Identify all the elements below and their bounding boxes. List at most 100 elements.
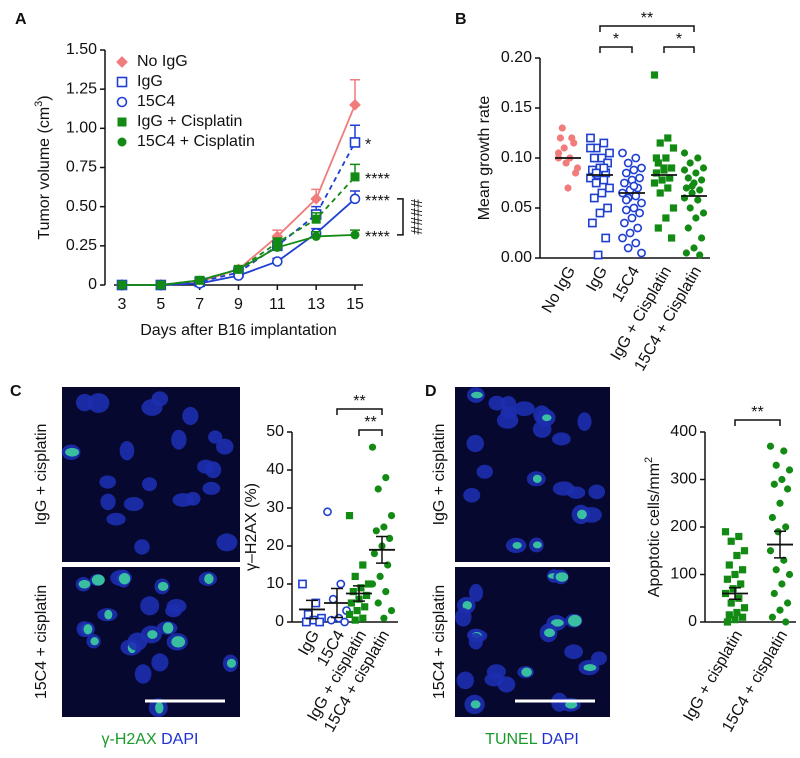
marker: [599, 163, 609, 173]
marker: [621, 205, 631, 215]
marker: [696, 186, 704, 194]
marker: [349, 137, 361, 148]
y-axis-label-part: Tumor volume (cm: [36, 107, 53, 240]
marker: [629, 165, 639, 175]
marker: [364, 580, 373, 588]
legend-label: 15C4 + Cisplatin: [137, 133, 255, 150]
marker: [688, 182, 696, 190]
caption-dapi: DAPI: [161, 731, 198, 748]
marker: [784, 599, 792, 607]
stain: [157, 581, 169, 591]
error-bar: [331, 587, 343, 619]
marker: [349, 98, 361, 111]
error-bar: [774, 530, 786, 559]
marker: [328, 594, 338, 604]
marker: [349, 193, 361, 205]
marker: [370, 550, 378, 558]
marker: [376, 572, 384, 581]
error-bar: [376, 535, 388, 564]
y-tick-label: 40: [266, 461, 284, 478]
nucleus: [208, 430, 223, 444]
legend-marker: [116, 56, 128, 68]
significance: ****: [365, 229, 390, 246]
marker: [587, 218, 597, 228]
legend-marker: [117, 137, 127, 147]
legend-marker: [117, 117, 127, 127]
nucleus: [469, 583, 484, 602]
marker: [776, 606, 784, 614]
marker: [605, 183, 614, 193]
marker: [723, 575, 731, 583]
marker: [311, 214, 321, 224]
marker: [234, 264, 243, 274]
nucleus: [87, 393, 110, 413]
stain: [583, 664, 597, 672]
nucleus: [591, 651, 607, 666]
x-tick-label: 15C4: [609, 264, 643, 306]
marker: [766, 547, 775, 555]
marker: [662, 214, 670, 222]
caption-stain: TUNEL: [485, 731, 538, 748]
marker: [654, 224, 662, 232]
nucleus: [172, 493, 194, 507]
marker: [740, 604, 749, 612]
marker: [326, 615, 336, 625]
marker: [694, 196, 702, 204]
stain: [147, 630, 158, 639]
nucleus: [100, 493, 116, 511]
nucleus: [513, 401, 535, 417]
x-tick-label: 9: [234, 296, 243, 313]
marker: [599, 175, 609, 185]
nucleus: [166, 598, 187, 614]
marker: [664, 184, 672, 192]
marker: [766, 442, 775, 450]
comparison-label: **: [641, 10, 653, 27]
marker: [272, 242, 282, 252]
significance: ****: [365, 171, 390, 188]
x-tick-label: 13: [307, 296, 325, 313]
marker: [768, 613, 777, 621]
marker: [770, 589, 778, 598]
nucleus: [567, 486, 586, 499]
nucleus: [468, 633, 483, 650]
marker: [696, 251, 704, 259]
stain: [555, 572, 569, 582]
caption-stain: γ-H2AX: [102, 731, 157, 748]
y-tick-label: 0.10: [501, 149, 532, 166]
marker: [627, 213, 637, 223]
y-tick-label: 50: [266, 423, 284, 440]
y-tick-label: 0.25: [66, 237, 97, 254]
marker: [780, 447, 788, 455]
marker: [725, 611, 733, 619]
nucleus: [99, 475, 117, 489]
nucleus: [202, 481, 221, 495]
marker: [380, 523, 388, 531]
y-tick-label: 0: [88, 276, 97, 293]
panel-letter: C: [10, 383, 22, 400]
stain: [78, 579, 91, 589]
marker: [350, 172, 360, 182]
marker: [699, 164, 708, 172]
marker: [361, 603, 369, 611]
stain: [470, 700, 481, 709]
marker: [621, 195, 631, 205]
nucleus: [106, 512, 126, 526]
marker: [272, 238, 282, 248]
marker: [564, 184, 572, 192]
marker: [323, 507, 332, 517]
stain: [204, 573, 214, 585]
marker: [737, 580, 745, 588]
y-tick-label: 0.75: [66, 159, 97, 176]
marker: [605, 148, 614, 158]
marker: [666, 174, 674, 182]
marker: [629, 181, 639, 191]
x-tick-label: 5: [156, 296, 165, 313]
marker: [735, 594, 743, 602]
y-tick-label: 1.50: [66, 41, 97, 58]
marker: [733, 551, 741, 560]
y-tick-label: 20: [266, 537, 284, 554]
stain: [544, 628, 556, 638]
x-tick-label: IgG: [583, 264, 611, 295]
stain: [462, 600, 473, 610]
